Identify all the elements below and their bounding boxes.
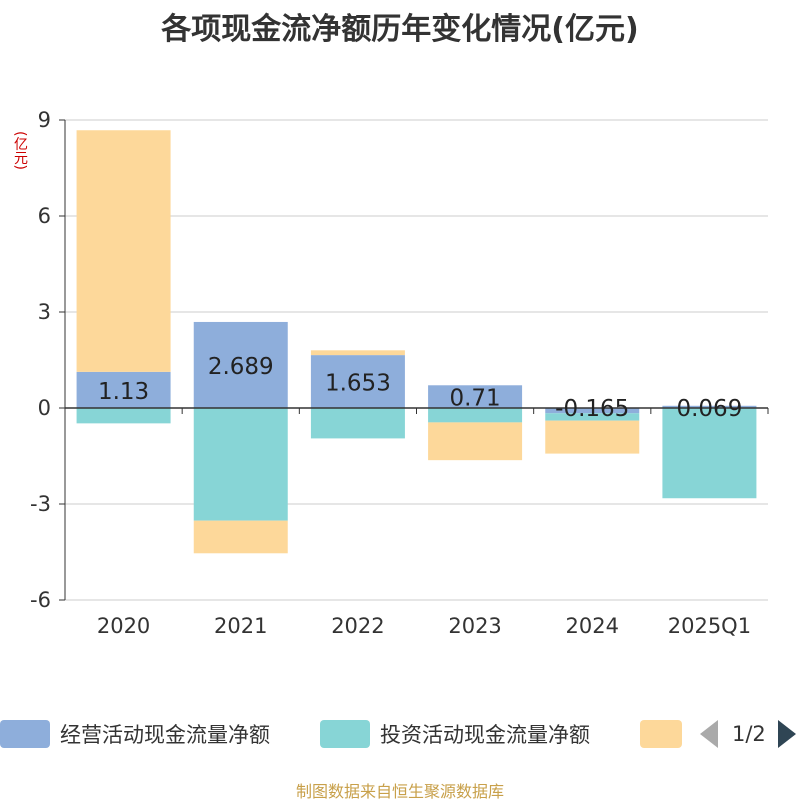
legend-swatch-financing — [640, 720, 682, 748]
y-tick-label: -6 — [30, 588, 51, 612]
x-tick-label: 2020 — [97, 614, 150, 638]
bar-series2-2023 — [428, 422, 523, 461]
y-axis-unit-label: (亿元) — [12, 130, 28, 170]
bar-series1-2024 — [545, 413, 640, 421]
x-tick-label: 2025Q1 — [668, 614, 751, 638]
bar-series0-2021 — [193, 321, 288, 408]
bar-series2-2020 — [76, 130, 171, 372]
legend-item-investing[interactable]: 投资活动现金流量净额 — [320, 716, 590, 752]
legend-item-financing[interactable] — [640, 716, 692, 752]
bar-series0-2025Q1 — [662, 405, 757, 408]
legend-label-investing: 投资活动现金流量净额 — [380, 723, 590, 747]
chart-title: 各项现金流净额历年变化情况(亿元) — [161, 12, 639, 47]
chart-plot: 9 6 3 0 -3 -6 1.13 2.689 1.653 0.71 -0.165 0.069 202… — [30, 108, 769, 638]
bar-series1-2023 — [428, 408, 523, 423]
data-label: -0.165 — [555, 396, 629, 422]
y-tick-label: -3 — [30, 492, 51, 516]
x-tick-label: 2024 — [566, 614, 619, 638]
legend-swatch-investing — [320, 720, 370, 748]
bar-series2-2024 — [545, 420, 640, 454]
bar-series2-2022 — [310, 350, 405, 356]
data-label: 0.71 — [449, 386, 500, 412]
legend-next-page-icon[interactable] — [777, 720, 796, 748]
legend-prev-page-icon[interactable] — [700, 720, 718, 748]
x-tick-label: 2021 — [214, 614, 267, 638]
bar-series0-2020 — [76, 371, 171, 408]
legend-swatch-operating — [0, 720, 50, 748]
data-label: 0.069 — [676, 396, 742, 422]
data-label: 1.13 — [98, 379, 149, 405]
source-note: 制图数据来自恒生聚源数据库 — [295, 782, 504, 801]
bar-series1-2020 — [76, 408, 171, 424]
legend-item-operating[interactable]: 经营活动现金流量净额 — [0, 716, 270, 752]
bar-series0-2023 — [428, 385, 523, 408]
bar-series0-2024 — [545, 408, 640, 414]
data-label: 2.689 — [208, 354, 274, 380]
legend-page-indicator: 1/2 — [732, 722, 766, 746]
bar-series2-2021 — [193, 520, 288, 554]
data-label: 1.653 — [325, 371, 391, 397]
y-tick-label: 0 — [38, 396, 51, 420]
legend-label-operating: 经营活动现金流量净额 — [60, 723, 270, 747]
x-tick-label: 2023 — [448, 614, 501, 638]
legend: 经营活动现金流量净额 投资活动现金流量净额 1/2 — [0, 716, 800, 752]
legend-pager: 1/2 — [700, 716, 796, 752]
bar-series1-2025Q1 — [662, 408, 757, 499]
y-tick-label: 9 — [38, 108, 51, 132]
y-tick-label: 3 — [38, 300, 51, 324]
x-tick-label: 2022 — [331, 614, 384, 638]
bar-series0-2022 — [310, 355, 405, 408]
y-tick-label: 6 — [38, 204, 51, 228]
bar-series1-2021 — [193, 408, 288, 521]
bar-series1-2022 — [310, 408, 405, 439]
